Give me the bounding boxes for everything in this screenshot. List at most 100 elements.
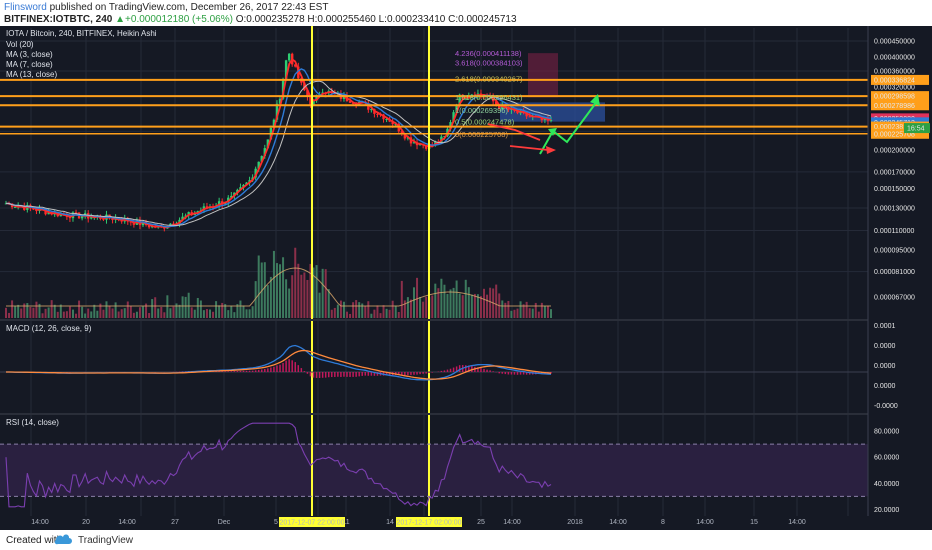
candle-body-18: [59, 214, 63, 217]
candle-body-147: [452, 112, 455, 123]
legend-item-2: MA (7, close): [6, 60, 53, 69]
volume-bar-0: [5, 307, 7, 318]
candle-body-127: [391, 121, 394, 125]
volume-bar-110: [339, 300, 342, 318]
volume-bar-90: [279, 264, 282, 318]
legend-item-1: MA (3, close): [6, 50, 53, 59]
volume-bar-153: [470, 294, 473, 318]
volume-bar-57: [178, 304, 181, 318]
price-axis[interactable]: 0.000450000 0.000400000 0.000360000 0.00032…: [871, 38, 930, 514]
grid-lines: [0, 28, 868, 516]
candle-body-111: [342, 95, 346, 99]
volume-bar-20: [65, 311, 68, 318]
candle-body-71: [220, 201, 224, 205]
fib-label-5: 0.5(0.000247478): [455, 117, 515, 126]
candle-body-32: [102, 218, 105, 220]
yellow-vertical-lines[interactable]: [311, 26, 430, 516]
red-arrow-path: [487, 123, 541, 141]
candle-body-151: [464, 98, 467, 100]
price-tick-2: 0.000360000: [874, 68, 915, 75]
red-arrow-head: [546, 146, 556, 154]
volume-bar-98: [303, 272, 306, 318]
volume-bar-18: [59, 304, 62, 318]
chart-canvas[interactable]: 4.236(0.000411138)3.618(0.000384103) 2.61…: [0, 26, 932, 530]
volume-bar-128: [394, 305, 397, 318]
time-marker-label-bg-0: [279, 517, 345, 527]
volume-bar-12: [41, 313, 44, 318]
volume-bar-52: [163, 312, 166, 318]
candle-body-23: [74, 212, 78, 214]
symbol-label: BITFINEX:IOTBTC, 240: [4, 14, 113, 25]
green-arrow-path: [539, 99, 599, 155]
volume-bar-147: [452, 287, 455, 318]
volume-bar-9: [32, 307, 35, 318]
macd-tick-2: 0.0000: [874, 363, 896, 370]
rsi-line: [5, 422, 552, 508]
volume-bar-74: [230, 305, 233, 318]
volume-bar-7: [26, 303, 29, 318]
volume-bar-47: [148, 313, 151, 318]
volume-bar-10: [35, 301, 38, 318]
volume-bar-164: [504, 302, 507, 318]
volume-bar-34: [108, 305, 111, 318]
price-tag-2: 0.000278986: [874, 103, 915, 110]
volume-bar-91: [282, 257, 285, 318]
time-tick-2: 14:00: [118, 519, 136, 526]
volume-bar-42: [132, 312, 135, 318]
volume-bar-62: [193, 309, 196, 318]
macd-title: MACD (12, 26, close, 9): [6, 324, 92, 333]
candle-body-119: [367, 103, 370, 110]
time-axis[interactable]: 14:00 20 14:00 27 Dec 5 11 14 14:00 25 14:00 2018 14…: [0, 516, 932, 530]
volume-bar-97: [300, 274, 303, 318]
time-tick-4: Dec: [218, 519, 231, 526]
volume-bars: [5, 247, 552, 318]
volume-bar-33: [105, 301, 108, 318]
volume-bar-21: [68, 306, 71, 318]
candle-body-83: [257, 161, 260, 169]
signal-line: [6, 349, 552, 380]
time-tick-1: 20: [82, 519, 90, 526]
volume-bar-96: [297, 263, 300, 318]
volume-bar-111: [342, 301, 345, 318]
volume-bar-117: [361, 303, 364, 318]
candle-body-179: [549, 119, 553, 121]
legend-item-0: Vol (20): [6, 40, 34, 49]
volume-bar-49: [154, 297, 157, 318]
volume-bar-40: [126, 301, 129, 318]
volume-bar-92: [285, 279, 288, 318]
volume-bar-68: [212, 311, 215, 318]
volume-bar-45: [142, 306, 145, 318]
chart-title: IOTA / Bitcoin, 240, BITFINEX, Heikin As…: [6, 29, 157, 38]
volume-bar-73: [227, 310, 230, 318]
chart-area[interactable]: 4.236(0.000411138) 3.618(0.000384103) 2.61…: [0, 26, 932, 530]
horizontal-levels[interactable]: [0, 78, 868, 135]
tradingview-brand[interactable]: TradingView: [78, 535, 134, 546]
volume-bar-157: [483, 288, 486, 318]
volume-bar-59: [184, 296, 187, 318]
symbol-line: BITFINEX:IOTBTC, 240 ▲+0.000012180 (+5.0…: [4, 14, 517, 25]
volume-bar-94: [291, 275, 294, 318]
volume-bar-146: [449, 289, 452, 318]
time-marker-label-1: 2017-12-17 02:00:00: [397, 520, 462, 527]
time-tick-7: 14: [386, 519, 394, 526]
author-link[interactable]: Flinsword: [4, 2, 47, 13]
volume-bar-93: [288, 288, 291, 318]
volume-bar-143: [440, 278, 443, 318]
volume-bar-38: [120, 309, 123, 318]
candle-body-86: [266, 139, 270, 149]
volume-bar-144: [443, 284, 446, 318]
volume-bar-100: [309, 263, 312, 318]
volume-bar-179: [550, 309, 552, 318]
volume-bar-165: [507, 300, 510, 318]
volume-bar-15: [50, 300, 53, 318]
price-tick-0: 0.000450000: [874, 38, 915, 45]
fib-target-box: [528, 53, 558, 98]
volume-bar-72: [224, 304, 227, 318]
price-tag-bg-5: [871, 121, 929, 132]
volume-bar-87: [269, 276, 272, 318]
time-tick-3: 27: [171, 519, 179, 526]
price-tag-bg-0: [871, 74, 929, 85]
macd-tick-1: 0.0000: [874, 343, 896, 350]
volume-bar-95: [294, 247, 297, 318]
volume-bar-145: [446, 293, 449, 318]
